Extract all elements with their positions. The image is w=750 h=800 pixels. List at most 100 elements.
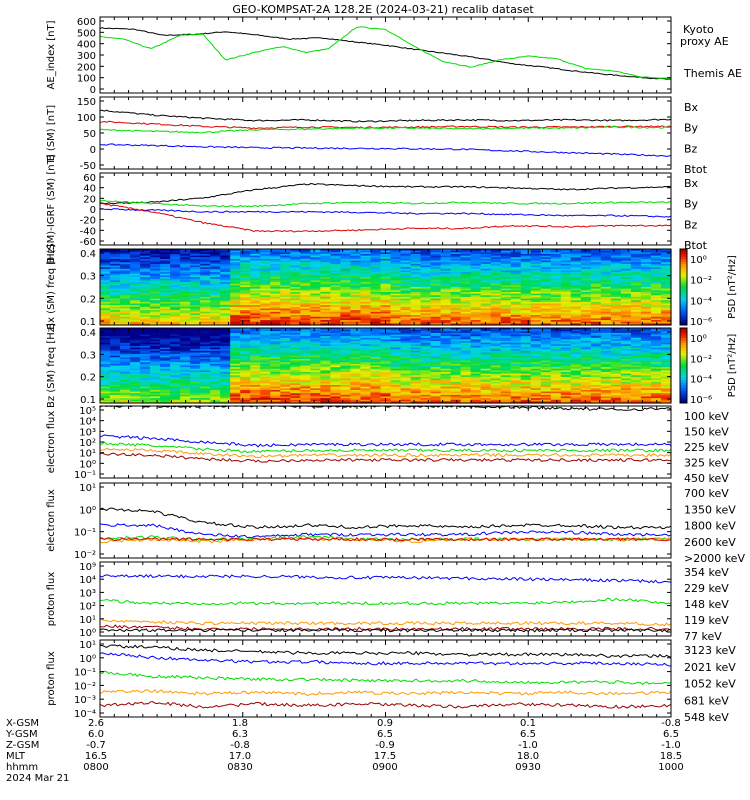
heatmap-cell (120, 394, 131, 398)
heatmap-cell (110, 253, 121, 257)
heatmap-cell (260, 272, 271, 275)
heatmap-cell (480, 341, 492, 344)
heatmap-cell (630, 301, 642, 305)
heatmap-cell (610, 267, 622, 270)
heatmap-cell (510, 345, 522, 349)
heatmap-cell (620, 300, 632, 303)
heatmap-cell (340, 321, 352, 324)
heatmap-cell (290, 295, 301, 298)
heatmap-cell (660, 306, 672, 310)
heatmap-cell (260, 316, 271, 319)
heatmap-cell (100, 267, 111, 270)
heatmap-cell (290, 305, 301, 308)
heatmap-cell (610, 287, 622, 290)
heatmap-cell (140, 287, 151, 290)
heatmap-cell (620, 291, 632, 295)
heatmap-cell (250, 378, 261, 381)
heatmap-cell (360, 334, 372, 337)
heatmap-cell (470, 250, 482, 253)
heatmap-cell (480, 306, 492, 310)
heatmap-cell (170, 282, 181, 285)
heatmap-cell (500, 363, 512, 367)
heatmap-cell (430, 386, 442, 389)
heatmap-cell (360, 295, 372, 298)
heatmap-cell (120, 282, 131, 285)
heatmap-cell (480, 349, 492, 352)
heatmap-cell (500, 298, 512, 301)
heatmap-cell (320, 354, 332, 357)
heatmap-cell (330, 283, 342, 286)
heatmap-cell (120, 385, 131, 388)
heatmap-cell (380, 273, 392, 277)
heatmap-cell (400, 280, 412, 283)
heatmap-cell (210, 344, 221, 347)
heatmap-cell (130, 272, 141, 275)
heatmap-cell (200, 295, 211, 298)
heatmap-cell (470, 268, 482, 272)
heatmap-cell (160, 401, 171, 404)
heatmap-cell (400, 380, 412, 383)
heatmap-cell (130, 389, 141, 393)
heatmap-cell (170, 257, 181, 260)
heatmap-cell (220, 345, 231, 349)
heatmap-cell (390, 370, 402, 373)
heatmap-cell (400, 372, 412, 375)
heatmap-cell (400, 298, 412, 301)
heatmap-cell (130, 320, 141, 323)
heatmap-cell (220, 328, 231, 331)
heatmap-cell (180, 370, 191, 373)
heatmap-cell (530, 283, 542, 286)
heatmap-cell (420, 357, 432, 360)
heatmap-cell (130, 277, 141, 280)
heatmap-cell (210, 398, 221, 401)
heatmap-cell (650, 295, 662, 298)
heatmap-cell (550, 290, 562, 293)
heatmap-cell (100, 250, 111, 253)
heatmap-cell (330, 250, 342, 253)
heatmap-cell (650, 318, 662, 321)
heatmap-cell (620, 313, 632, 316)
heatmap-cell (320, 250, 332, 253)
heatmap-cell (280, 291, 291, 295)
heatmap-cell (120, 298, 131, 301)
heatmap-cell (520, 316, 532, 319)
heatmap-cell (310, 354, 321, 357)
heatmap-cell (370, 260, 382, 263)
heatmap-cell (300, 306, 311, 310)
heatmap-cell (200, 345, 211, 349)
heatmap-cell (460, 288, 472, 291)
heatmap-cell (220, 332, 231, 336)
heatmap-cell (410, 283, 422, 286)
colorbar-frame (679, 248, 688, 326)
heatmap-cell (350, 301, 362, 305)
heatmap-cell (260, 363, 271, 367)
heatmap-cell (430, 296, 442, 300)
heatmap-cell (540, 272, 552, 275)
heatmap-cell (330, 370, 342, 373)
heatmap-cell (610, 290, 622, 293)
heatmap-cell (300, 350, 311, 354)
heatmap-cell (440, 394, 452, 398)
heatmap-cell (190, 350, 201, 354)
heatmap-cell (430, 305, 442, 308)
heatmap-cell (620, 293, 632, 296)
heatmap-cell (510, 336, 522, 339)
heatmap-cell (450, 308, 462, 311)
heatmap-cell (270, 285, 281, 288)
heatmap-cell (160, 345, 171, 349)
heatmap-cell (120, 396, 131, 399)
heatmap-cell (140, 308, 151, 311)
heatmap-cell (200, 293, 211, 296)
heatmap-cell (150, 277, 161, 280)
heatmap-cell (560, 296, 572, 300)
heatmap-cell (310, 372, 321, 375)
colorbar-segment (680, 276, 687, 280)
heatmap-cell (410, 368, 422, 371)
heatmap-cell (400, 381, 412, 385)
heatmap-cell (660, 315, 672, 318)
heatmap-cell (360, 331, 372, 334)
heatmap-cell (650, 290, 662, 293)
heatmap-cell (470, 285, 482, 288)
y-tick-label: 0 (90, 85, 96, 96)
